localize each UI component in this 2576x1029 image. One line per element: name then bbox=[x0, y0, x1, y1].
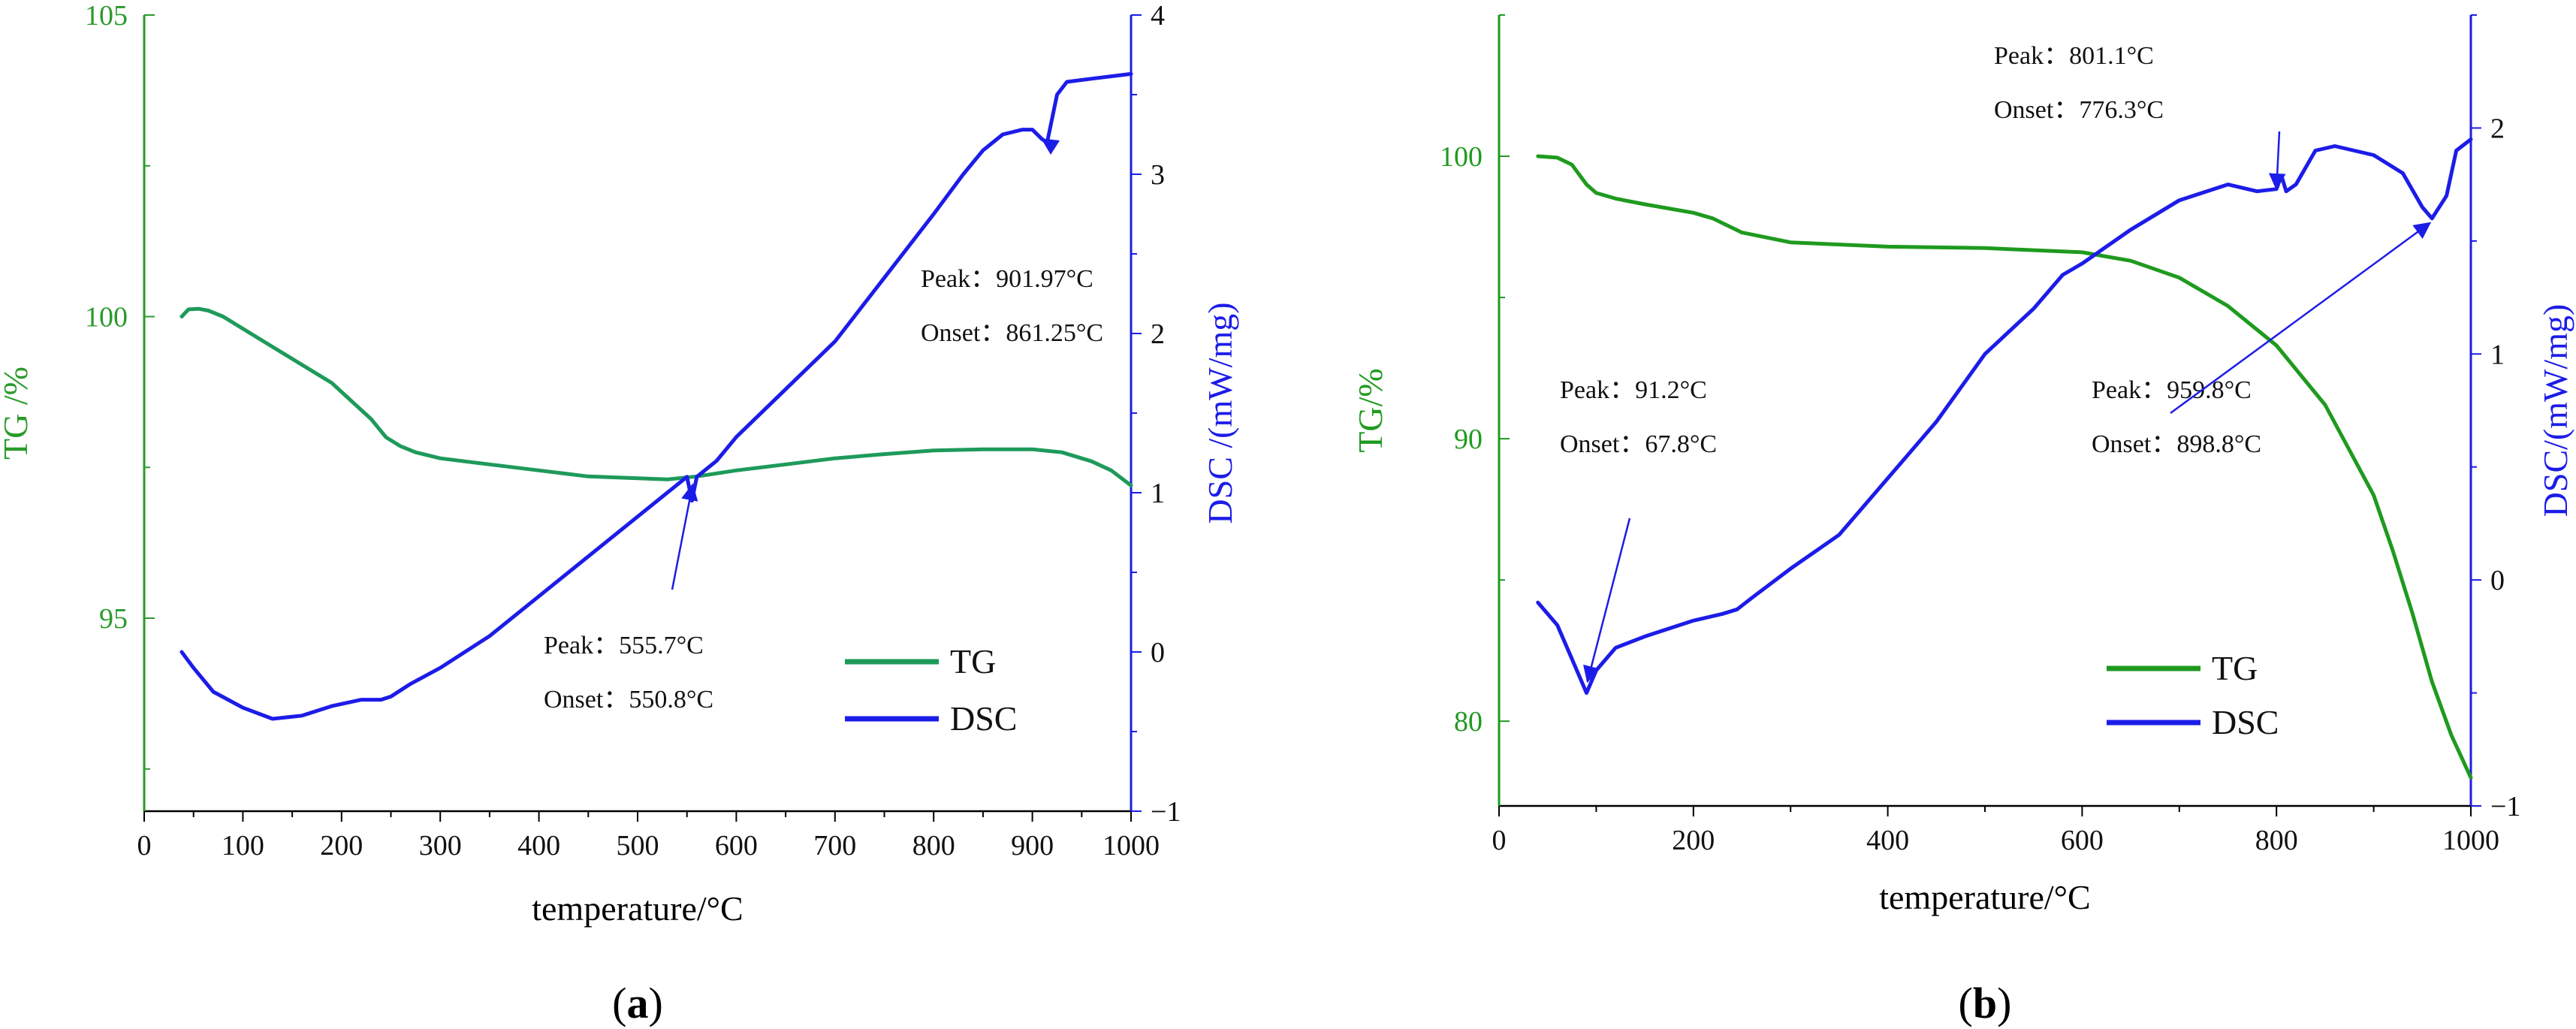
series-line-dsc bbox=[1536, 137, 2473, 696]
panel-label-part: a bbox=[627, 979, 649, 1027]
y1-tick-label: 95 bbox=[99, 603, 128, 635]
panel-label-part: b bbox=[1973, 979, 1997, 1027]
x-tick-label: 200 bbox=[320, 830, 363, 862]
annotation-arrow bbox=[671, 483, 698, 590]
x-tick-label: 1000 bbox=[1102, 830, 1160, 862]
y1-tick-label: 100 bbox=[1440, 141, 1483, 173]
y2-tick-label: 0 bbox=[1151, 637, 1165, 668]
annotation-onset: Onset：861.25°C bbox=[921, 319, 1103, 347]
x-tick-label: 0 bbox=[1492, 825, 1507, 856]
annotation-peak: Peak：555.7°C bbox=[544, 632, 704, 659]
y1-axis-label: TG/% bbox=[1351, 368, 1389, 452]
y1-tick-label: 90 bbox=[1454, 424, 1483, 455]
panel-label-part: ( bbox=[612, 979, 626, 1027]
chart-panel-1: 0 100 200 300 400 500 600 700 800 900 1000 95 100 105… bbox=[0, 0, 1239, 1027]
annotation-onset: Onset：898.8°C bbox=[2092, 430, 2261, 458]
legend-label-dsc: DSC bbox=[2212, 703, 2279, 741]
x-tick-label: 400 bbox=[517, 830, 560, 862]
x-axis-label: temperature/°C bbox=[532, 889, 744, 928]
series-line-tg bbox=[179, 306, 1133, 487]
y2-axis-label: DSC /(mW/mg) bbox=[1201, 302, 1239, 524]
series-line-tg bbox=[1536, 154, 2473, 780]
annotation-peak: Peak：901.97°C bbox=[921, 265, 1093, 293]
annotation-onset: Onset：776.3°C bbox=[1994, 96, 2164, 124]
y2-tick-label: 2 bbox=[2490, 113, 2505, 144]
y2-tick-label: 3 bbox=[1151, 159, 1165, 191]
annotation-peak: Peak：91.2°C bbox=[1560, 376, 1707, 404]
x-tick-label: 500 bbox=[617, 830, 659, 862]
y2-tick-label: 4 bbox=[1151, 0, 1165, 32]
x-tick-label: 600 bbox=[715, 830, 758, 862]
y1-tick-label: 100 bbox=[85, 302, 128, 333]
y1-tick-label: 80 bbox=[1454, 706, 1483, 738]
panel-label-part: ) bbox=[1997, 979, 2011, 1027]
series-line-dsc bbox=[179, 71, 1133, 721]
annotation-peak: Peak：801.1°C bbox=[1994, 42, 2154, 70]
x-tick-label: 100 bbox=[222, 830, 264, 862]
x-tick-label: 900 bbox=[1011, 830, 1054, 862]
chart-panel-2: 0 200 400 600 800 1000 80 90 100 −1 0 1 2 temperature… bbox=[1351, 14, 2574, 1027]
x-tick-label: 1000 bbox=[2442, 825, 2499, 856]
x-tick-label: 200 bbox=[1672, 825, 1715, 856]
y2-tick-label: 1 bbox=[1151, 478, 1165, 509]
panel-label-part: ( bbox=[1959, 979, 1973, 1027]
annotation-onset: Onset：67.8°C bbox=[1560, 430, 1717, 458]
y2-axis-label: DSC/(mW/mg) bbox=[2536, 304, 2574, 518]
y2-tick-label: 2 bbox=[1151, 318, 1165, 350]
y1-axis-label: TG /% bbox=[0, 367, 35, 460]
panel-label-part: ) bbox=[649, 979, 663, 1027]
y2-tick-label: −1 bbox=[2490, 791, 2520, 822]
y1-tick-label: 105 bbox=[85, 0, 128, 32]
x-tick-label: 600 bbox=[2061, 825, 2104, 856]
y2-tick-label: −1 bbox=[1151, 796, 1181, 828]
x-axis-label: temperature/°C bbox=[1879, 878, 2091, 916]
annotation-arrow bbox=[2268, 131, 2286, 191]
annotation-arrow bbox=[2170, 222, 2432, 415]
x-tick-label: 400 bbox=[1866, 825, 1909, 856]
legend-label-tg: TG bbox=[950, 642, 996, 680]
legend-label-tg: TG bbox=[2212, 649, 2258, 687]
x-tick-label: 300 bbox=[419, 830, 462, 862]
annotation-arrow bbox=[1041, 138, 1060, 155]
y2-tick-label: 1 bbox=[2490, 339, 2505, 370]
x-tick-label: 800 bbox=[2255, 825, 2298, 856]
legend-label-dsc: DSC bbox=[950, 699, 1017, 738]
x-tick-label: 0 bbox=[137, 830, 152, 862]
y2-tick-label: 0 bbox=[2490, 565, 2505, 596]
annotation-arrow bbox=[1583, 518, 1631, 683]
x-tick-label: 700 bbox=[813, 830, 856, 862]
panel-label: (a) bbox=[612, 979, 663, 1027]
annotation-peak: Peak：959.8°C bbox=[2092, 376, 2252, 404]
panel-label: (b) bbox=[1959, 979, 2012, 1027]
annotation-onset: Onset：550.8°C bbox=[544, 686, 713, 714]
x-tick-label: 800 bbox=[912, 830, 955, 862]
